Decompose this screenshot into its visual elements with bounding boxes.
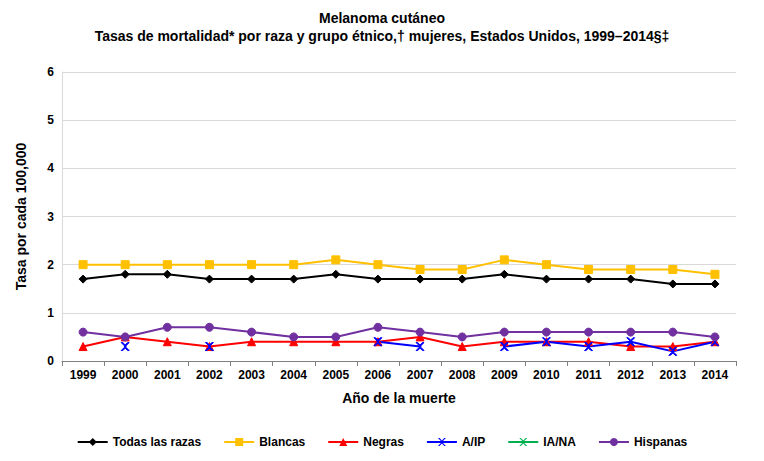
svg-text:Año de la muerte: Año de la muerte bbox=[342, 390, 456, 406]
svg-text:2003: 2003 bbox=[238, 368, 265, 382]
svg-text:4: 4 bbox=[47, 161, 54, 175]
svg-text:Todas las razas: Todas las razas bbox=[113, 435, 202, 449]
svg-text:2012: 2012 bbox=[617, 368, 644, 382]
svg-text:2008: 2008 bbox=[449, 368, 476, 382]
svg-text:2001: 2001 bbox=[154, 368, 181, 382]
svg-text:IA/NA: IA/NA bbox=[543, 435, 576, 449]
svg-text:5: 5 bbox=[47, 113, 54, 127]
svg-text:Tasas de mortalidad* por raza: Tasas de mortalidad* por raza y grupo ét… bbox=[95, 28, 670, 44]
svg-text:2004: 2004 bbox=[280, 368, 307, 382]
svg-text:2005: 2005 bbox=[322, 368, 349, 382]
svg-text:Melanoma cutáneo: Melanoma cutáneo bbox=[319, 10, 445, 26]
svg-text:2: 2 bbox=[47, 258, 54, 272]
svg-text:3: 3 bbox=[47, 210, 54, 224]
svg-text:Blancas: Blancas bbox=[259, 435, 305, 449]
svg-text:2014: 2014 bbox=[702, 368, 729, 382]
svg-text:1: 1 bbox=[47, 306, 54, 320]
svg-text:2006: 2006 bbox=[365, 368, 392, 382]
svg-text:1999: 1999 bbox=[70, 368, 97, 382]
svg-text:2007: 2007 bbox=[407, 368, 434, 382]
svg-text:Negras: Negras bbox=[363, 435, 404, 449]
svg-text:A/IP: A/IP bbox=[462, 435, 485, 449]
svg-text:6: 6 bbox=[47, 65, 54, 79]
svg-text:2011: 2011 bbox=[576, 368, 602, 382]
svg-text:2009: 2009 bbox=[491, 368, 518, 382]
svg-text:2000: 2000 bbox=[112, 368, 139, 382]
svg-text:Hispanas: Hispanas bbox=[634, 435, 688, 449]
svg-text:2002: 2002 bbox=[196, 368, 223, 382]
svg-text:0: 0 bbox=[47, 354, 54, 368]
svg-text:Tasa por cada 100,000: Tasa por cada 100,000 bbox=[13, 142, 29, 290]
svg-text:2010: 2010 bbox=[533, 368, 560, 382]
svg-text:2013: 2013 bbox=[659, 368, 686, 382]
